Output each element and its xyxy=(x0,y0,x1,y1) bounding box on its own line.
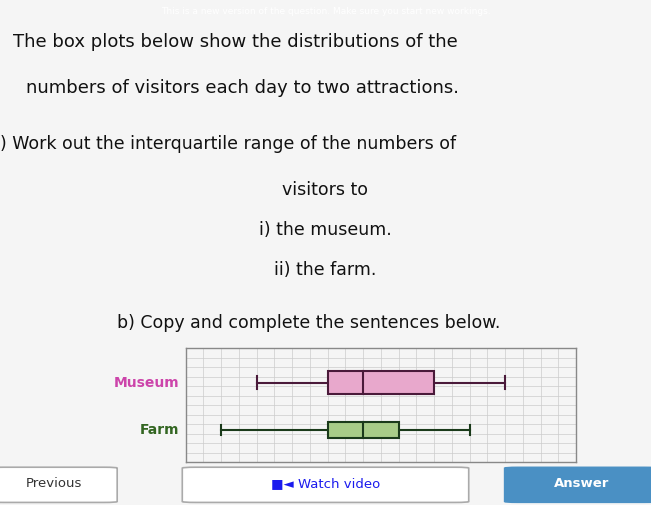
Text: i) the museum.: i) the museum. xyxy=(259,221,392,239)
Bar xyxy=(327,422,398,438)
Text: Museum: Museum xyxy=(113,376,179,389)
FancyBboxPatch shape xyxy=(0,467,117,502)
Text: Answer: Answer xyxy=(553,477,609,490)
Text: Previous: Previous xyxy=(26,477,82,490)
Text: ii) the farm.: ii) the farm. xyxy=(274,261,377,279)
Text: Farm: Farm xyxy=(139,423,179,437)
Text: visitors to: visitors to xyxy=(283,181,368,199)
Bar xyxy=(327,371,434,394)
FancyBboxPatch shape xyxy=(505,467,651,502)
Text: b) Copy and complete the sentences below.: b) Copy and complete the sentences below… xyxy=(117,314,501,332)
Text: The box plots below show the distributions of the: The box plots below show the distributio… xyxy=(13,33,458,50)
FancyBboxPatch shape xyxy=(182,467,469,502)
Text: numbers of visitors each day to two attractions.: numbers of visitors each day to two attr… xyxy=(26,79,459,97)
Text: ■◄ Watch video: ■◄ Watch video xyxy=(271,477,380,490)
Text: ) Work out the interquartile range of the numbers of: ) Work out the interquartile range of th… xyxy=(0,135,456,153)
Text: This is a new version of the question. Make sure you start new workings.: This is a new version of the question. M… xyxy=(161,7,490,16)
